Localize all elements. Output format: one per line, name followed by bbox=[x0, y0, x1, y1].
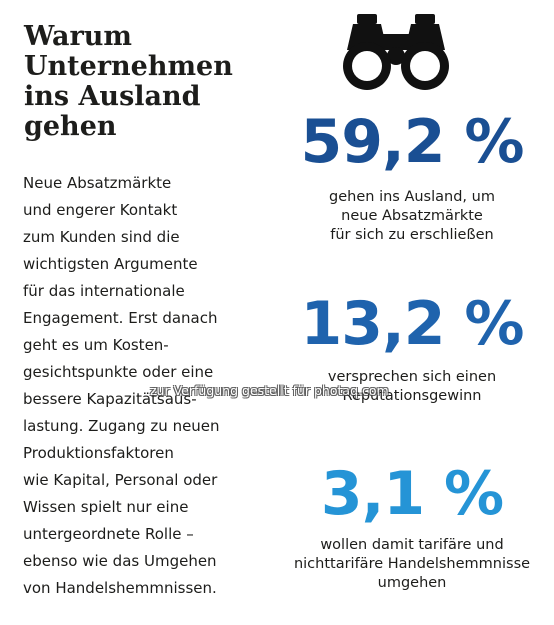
body-line: Produktionsfaktoren bbox=[23, 444, 174, 462]
body-line: geht es um Kosten- bbox=[23, 336, 169, 354]
body-line: Wissen spielt nur eine bbox=[23, 498, 189, 516]
body-line: zum Kunden sind die bbox=[23, 228, 180, 246]
stat-description: versprechen sich einen Reputationsgewinn bbox=[270, 368, 554, 406]
body-line: gesichtspunkte oder eine bbox=[23, 363, 214, 381]
body-line: lastung. Zugang zu neuen bbox=[23, 417, 220, 435]
body-line: wichtigsten Argumente bbox=[23, 255, 198, 273]
stat-value: 13,2 % bbox=[300, 289, 524, 359]
body-line: ebenso wie das Umgehen bbox=[23, 552, 217, 570]
stat-description-line: neue Absatzmärkte bbox=[341, 208, 483, 224]
title-line: ins Ausland bbox=[24, 81, 201, 112]
body-line: Neue Absatzmärkte bbox=[23, 174, 172, 192]
body-line: Engagement. Erst danach bbox=[23, 309, 218, 327]
body-line: und engerer Kontakt bbox=[23, 201, 178, 219]
stat-value: 3,1 % bbox=[320, 459, 504, 529]
stat-description-line: umgehen bbox=[377, 575, 447, 591]
title-line: Warum bbox=[24, 21, 132, 52]
stat-description-line: wollen damit tarifäre und bbox=[320, 537, 504, 553]
stat-description-line: für sich zu erschließen bbox=[330, 227, 494, 243]
stat-description-line: gehen ins Ausland, um bbox=[329, 189, 495, 205]
body-line: wie Kapital, Personal oder bbox=[23, 471, 218, 489]
page-title: Warum Unternehmen ins Ausland gehen bbox=[24, 22, 264, 142]
stat-block: 13,2 % versprechen sich einen Reputation… bbox=[270, 292, 554, 406]
title-line: Unternehmen bbox=[24, 51, 233, 82]
binoculars-icon bbox=[343, 14, 449, 90]
stat-description-line: versprechen sich einen bbox=[327, 369, 497, 385]
body-line: für das internationale bbox=[23, 282, 185, 300]
title-line: gehen bbox=[24, 111, 117, 142]
body-line: bessere Kapazitätsaus- bbox=[23, 390, 197, 408]
stat-description-line: nichttarifäre Handelshemmnisse bbox=[293, 556, 531, 572]
watermark: zur Verfügung gestellt für photaq.com bbox=[150, 383, 389, 398]
stat-description: gehen ins Ausland, um neue Absatzmärkte … bbox=[270, 188, 554, 245]
body-paragraph: Neue Absatzmärkte und engerer Kontakt zu… bbox=[23, 170, 273, 602]
body-line: von Handelshemmnissen. bbox=[23, 579, 217, 597]
stat-value: 59,2 % bbox=[300, 107, 524, 177]
stat-description-line: Reputationsgewinn bbox=[342, 388, 482, 404]
stat-description: wollen damit tarifäre und nichttarifäre … bbox=[270, 536, 554, 593]
stat-block: 3,1 % wollen damit tarifäre und nichttar… bbox=[270, 462, 554, 593]
body-line: untergeordnete Rolle – bbox=[23, 525, 194, 543]
stat-block: 59,2 % gehen ins Ausland, um neue Absatz… bbox=[270, 110, 554, 245]
